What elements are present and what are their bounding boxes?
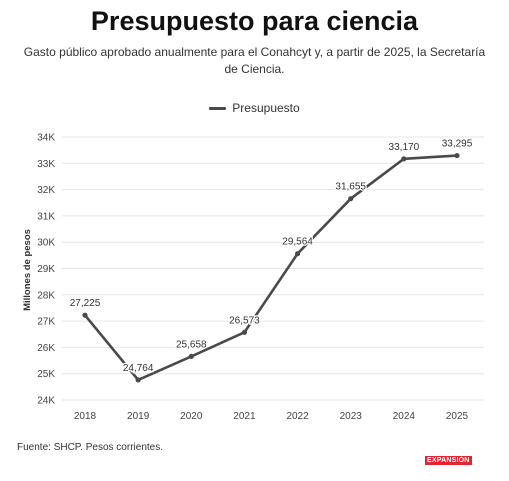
y-tick-label: 25K xyxy=(37,369,55,380)
data-label: 33,170 xyxy=(389,142,420,153)
source-note: Fuente: SHCP. Pesos corrientes. xyxy=(17,442,163,453)
data-point xyxy=(401,156,407,162)
data-label: 24,764 xyxy=(123,363,154,374)
data-label: 33,295 xyxy=(442,139,473,150)
y-tick-label: 34K xyxy=(37,133,55,144)
series-line xyxy=(83,154,459,382)
x-tick-label: 2024 xyxy=(393,411,416,422)
x-tick-label: 2022 xyxy=(286,411,309,422)
brand-logo: EXPANSIÓN xyxy=(425,456,472,465)
y-tick-label: 30K xyxy=(37,238,55,249)
chart-title: Presupuesto para ciencia xyxy=(90,6,419,36)
data-label: 29,564 xyxy=(282,237,313,248)
y-tick-label: 31K xyxy=(37,211,55,222)
x-tick-label: 2018 xyxy=(74,411,97,422)
data-point xyxy=(82,312,88,318)
data-point xyxy=(188,353,194,359)
legend-label: Presupuesto xyxy=(232,101,300,115)
x-tick-label: 2023 xyxy=(340,411,363,422)
data-label: 25,658 xyxy=(176,339,207,350)
x-tick-label: 2021 xyxy=(233,411,256,422)
data-label: 31,655 xyxy=(335,182,366,193)
data-point xyxy=(294,251,301,257)
data-point xyxy=(135,377,141,383)
x-tick-label: 2020 xyxy=(180,411,203,422)
y-axis-title: Millones de pesos xyxy=(22,229,33,311)
y-tick-label: 33K xyxy=(37,159,55,170)
y-tick-label: 26K xyxy=(37,343,55,354)
y-tick-label: 29K xyxy=(37,264,55,275)
chart-subtitle: Gasto público aprobado anualmente para e… xyxy=(23,45,486,76)
y-tick-label: 24K xyxy=(37,396,55,407)
data-label: 26,573 xyxy=(229,315,260,326)
y-tick-label: 28K xyxy=(37,290,55,301)
data-point xyxy=(348,196,354,202)
x-tick-label: 2019 xyxy=(127,411,150,422)
data-point xyxy=(454,152,460,159)
y-tick-label: 32K xyxy=(37,185,55,196)
legend: Presupuesto xyxy=(0,101,509,115)
data-point xyxy=(241,329,248,335)
legend-swatch xyxy=(209,106,227,110)
x-tick-label: 2025 xyxy=(446,411,469,422)
data-label: 27,225 xyxy=(70,298,101,309)
y-tick-label: 27K xyxy=(37,317,55,328)
